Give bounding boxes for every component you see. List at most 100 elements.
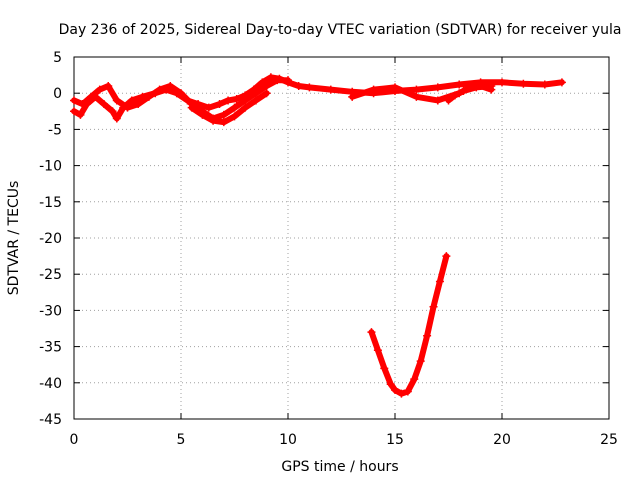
data-point bbox=[367, 328, 376, 337]
y-tick-label: 0 bbox=[53, 86, 62, 102]
data-point bbox=[429, 302, 438, 311]
y-tick-label: 5 bbox=[53, 50, 62, 66]
y-tick-label: -30 bbox=[39, 303, 62, 319]
data-point bbox=[112, 96, 121, 105]
data-point bbox=[219, 110, 228, 119]
y-tick-label: -10 bbox=[39, 159, 62, 175]
data-point bbox=[99, 100, 108, 109]
y-tick-label: -20 bbox=[39, 231, 62, 247]
data-point bbox=[444, 96, 453, 105]
data-point bbox=[519, 79, 528, 88]
data-point bbox=[187, 103, 196, 112]
data-point bbox=[87, 92, 96, 101]
data-point bbox=[450, 91, 459, 100]
chart-title: Day 236 of 2025, Sidereal Day-to-day VTE… bbox=[59, 22, 622, 38]
grid-lines bbox=[74, 57, 609, 419]
data-point bbox=[433, 83, 442, 92]
y-axis-label: SDTVAR / TECUs bbox=[6, 181, 22, 296]
y-tick-label: -25 bbox=[39, 267, 62, 283]
data-point bbox=[266, 73, 275, 82]
data-point bbox=[262, 81, 271, 90]
data-point bbox=[230, 112, 239, 121]
data-point bbox=[391, 386, 399, 395]
y-tick-label: -35 bbox=[39, 340, 62, 356]
x-tick-label: 0 bbox=[70, 432, 79, 448]
data-point bbox=[78, 100, 87, 109]
data-point bbox=[498, 78, 506, 87]
series-trace-f bbox=[367, 252, 451, 398]
data-point bbox=[386, 380, 395, 389]
data-series bbox=[70, 73, 566, 398]
data-point bbox=[230, 103, 239, 112]
x-axis-label: GPS time / hours bbox=[281, 459, 398, 475]
data-point bbox=[104, 81, 113, 90]
data-point bbox=[123, 103, 132, 112]
data-point bbox=[412, 92, 421, 101]
data-point bbox=[224, 96, 233, 105]
x-tick-label: 5 bbox=[177, 432, 186, 448]
series-line bbox=[368, 253, 450, 397]
data-point bbox=[380, 364, 389, 373]
data-point bbox=[369, 85, 378, 94]
data-point bbox=[166, 81, 175, 90]
data-point bbox=[251, 96, 260, 105]
data-point bbox=[251, 89, 260, 98]
data-point bbox=[540, 80, 549, 89]
data-point bbox=[423, 331, 432, 340]
data-point bbox=[112, 114, 121, 123]
data-point bbox=[305, 83, 314, 92]
y-tick-label: -5 bbox=[48, 122, 62, 138]
data-point bbox=[232, 94, 241, 103]
data-point bbox=[284, 76, 292, 85]
data-point bbox=[557, 78, 566, 87]
data-point bbox=[487, 81, 496, 90]
data-point bbox=[70, 107, 78, 116]
data-point bbox=[262, 89, 271, 98]
series-trace-e bbox=[444, 81, 496, 105]
data-point bbox=[258, 78, 267, 87]
data-point bbox=[241, 96, 250, 105]
data-point bbox=[326, 85, 335, 94]
data-point bbox=[459, 87, 468, 96]
data-point bbox=[108, 107, 117, 116]
data-point bbox=[95, 85, 104, 94]
data-point bbox=[433, 96, 442, 105]
data-point bbox=[198, 110, 207, 119]
data-point bbox=[273, 76, 282, 85]
data-point bbox=[144, 92, 153, 101]
data-point bbox=[472, 83, 481, 92]
y-tick-labels: 5 0 -5 -10 -15 -20 -25 -30 -35 -40 -45 bbox=[39, 50, 62, 428]
x-tick-label: 10 bbox=[279, 432, 297, 448]
y-tick-label: -40 bbox=[39, 376, 62, 392]
data-point bbox=[209, 116, 218, 125]
data-point bbox=[241, 103, 250, 112]
data-point bbox=[410, 375, 419, 384]
x-tick-label: 25 bbox=[600, 432, 618, 448]
data-point bbox=[391, 83, 399, 92]
data-point bbox=[397, 389, 406, 398]
data-point bbox=[455, 80, 464, 89]
data-point bbox=[155, 85, 164, 94]
data-point bbox=[70, 96, 78, 105]
x-tick-label: 20 bbox=[493, 432, 511, 448]
data-point bbox=[204, 103, 213, 112]
tick-marks bbox=[73, 56, 610, 420]
data-point bbox=[177, 89, 185, 98]
data-point bbox=[416, 357, 425, 366]
data-point bbox=[219, 118, 228, 127]
y-tick-label: -45 bbox=[39, 412, 62, 428]
data-point bbox=[215, 100, 224, 109]
data-point bbox=[403, 387, 412, 396]
data-point bbox=[435, 277, 444, 286]
data-point bbox=[294, 81, 303, 90]
data-point bbox=[348, 92, 357, 101]
data-point bbox=[412, 85, 421, 94]
data-point bbox=[442, 252, 451, 261]
series-trace-c bbox=[187, 89, 271, 127]
data-point bbox=[76, 110, 85, 119]
series-line bbox=[188, 90, 270, 126]
x-tick-labels: 0 5 10 15 20 25 bbox=[70, 432, 618, 448]
data-point bbox=[134, 100, 143, 109]
series-line bbox=[71, 77, 291, 122]
